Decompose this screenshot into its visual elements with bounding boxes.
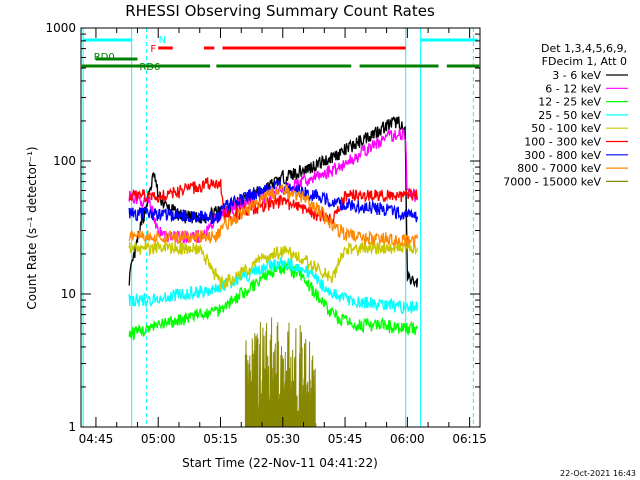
x-tick-label: 04:45: [79, 432, 114, 446]
legend-label: 7000 - 15000 keV: [503, 175, 601, 188]
y-tick-label: 100: [53, 154, 76, 168]
legend-label: 6 - 12 keV: [545, 82, 601, 95]
legend-header-line-1: Det 1,3,4,5,6,9,: [541, 42, 627, 55]
series-line: [244, 317, 317, 428]
series-line: [128, 256, 419, 315]
legend-label: 100 - 300 keV: [524, 136, 601, 149]
legend-label: 12 - 25 keV: [538, 96, 601, 109]
x-axis: 04:45 05:00 05:15 05:30 05:45 06:00 06:15: [79, 28, 487, 446]
x-axis-label: Start Time (22-Nov-11 04:41:22): [182, 456, 378, 470]
series-line: [128, 178, 419, 225]
x-tick-label: 05:30: [265, 432, 300, 446]
x-tick-label: 05:45: [328, 432, 363, 446]
segment-bar-label: N: [159, 35, 166, 46]
y-tick-label: 1: [68, 420, 76, 434]
plot-frame: [80, 27, 481, 428]
segment-bar-label: RD0: [94, 52, 115, 63]
x-tick-label: 06:15: [452, 432, 487, 446]
series-line: [128, 260, 419, 341]
y-axis: 1 10 100 1000: [45, 21, 480, 434]
y-axis-label: Count Rate (s⁻¹ detector⁻¹): [25, 146, 39, 309]
legend-label: 800 - 7000 keV: [517, 162, 601, 175]
legend-label: 300 - 800 keV: [524, 149, 601, 162]
series-line: [128, 176, 419, 225]
x-tick-label: 05:15: [203, 432, 238, 446]
legend-label: 50 - 100 keV: [531, 122, 601, 135]
legend-label: 3 - 6 keV: [552, 69, 601, 82]
legend-header-line-2: FDecim 1, Att 0: [542, 55, 627, 68]
chart-title: RHESSI Observing Summary Count Rates: [125, 2, 435, 20]
x-tick-label: 05:00: [141, 432, 176, 446]
legend-label: 25 - 50 keV: [538, 109, 601, 122]
series-line: [128, 184, 419, 249]
y-tick-label: 10: [61, 287, 76, 301]
segment-bar-label: RD6: [139, 62, 160, 73]
plot-area: NF RD0 RD6: [81, 28, 480, 428]
segment-bar-label: F: [150, 44, 156, 55]
timestamp: 22-Oct-2021 16:43: [560, 469, 636, 478]
x-tick-label: 06:00: [390, 432, 425, 446]
y-tick-label: 1000: [45, 21, 76, 35]
series-line: [128, 240, 419, 290]
